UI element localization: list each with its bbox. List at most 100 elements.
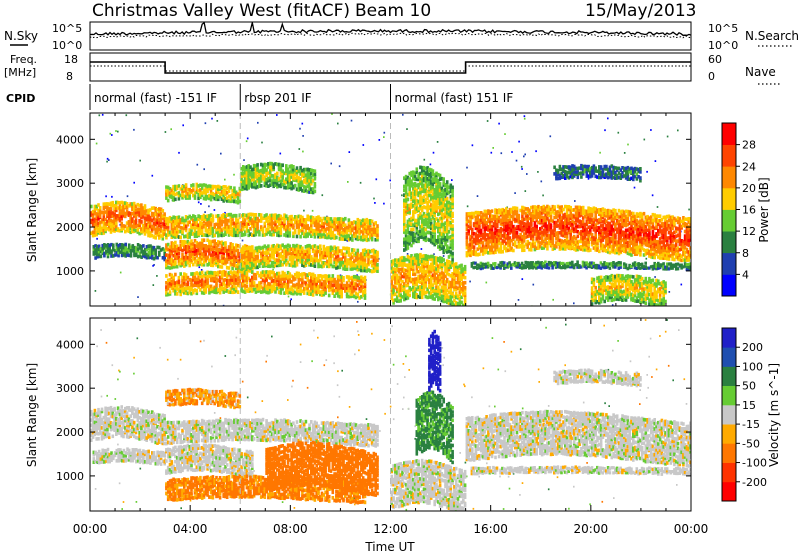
range-cell [344,252,347,257]
range-cell [281,249,284,254]
range-cell [256,166,259,171]
range-cell [124,245,127,250]
range-cell [270,174,274,178]
range-cell [263,216,267,220]
range-cell [297,228,301,233]
range-cell [431,286,435,290]
scatter-speck [490,151,493,154]
range-cell [120,217,123,221]
range-cell [485,211,488,216]
range-cell [125,204,129,208]
range-cell [234,224,238,228]
scatter-speck [204,211,206,213]
range-cell [431,254,435,259]
range-cell [236,195,240,200]
range-cell [365,217,369,222]
range-cell [233,273,236,278]
range-cell [197,277,200,281]
range-cell [154,251,158,255]
range-cell [315,276,318,281]
range-cell [426,209,429,214]
range-cell [261,245,265,250]
range-cell [200,193,204,197]
range-cell [352,294,356,299]
range-cell [200,222,204,226]
range-cell [390,279,394,283]
range-cell [292,184,295,189]
range-cell [288,251,292,256]
scatter-speck [498,122,500,125]
range-cell [437,189,440,194]
range-cell [175,234,179,238]
range-cell [240,273,243,278]
range-cell [356,257,360,261]
range-cell [295,260,299,264]
range-cell [438,238,442,242]
range-cell [236,262,240,267]
range-cell [419,274,422,278]
range-cell [356,275,360,280]
range-cell [454,270,458,274]
range-cell [422,267,426,271]
range-cell [231,188,234,193]
range-cell [213,290,216,294]
range-cell [428,291,431,295]
range-cell [406,210,410,215]
range-cell [252,222,256,226]
range-cell [211,286,215,291]
range-cell [215,188,218,192]
range-cell [259,290,263,294]
range-cell [252,233,256,237]
range-cell [331,219,335,224]
range-cell [209,259,213,264]
range-cell [329,287,333,292]
range-cell [251,278,254,283]
range-cell [440,280,444,284]
range-cell [258,281,261,285]
range-cell [143,228,147,232]
range-cell [186,235,190,240]
range-cell [172,281,175,286]
range-cell [445,221,449,226]
range-cell [333,227,336,232]
range-cell [174,218,177,223]
range-cell [170,195,174,200]
range-cell [408,273,411,277]
range-cell [106,249,110,253]
range-cell [329,282,333,286]
range-cell [211,226,215,231]
range-cell [175,185,179,189]
range-cell [320,264,324,269]
range-cell [447,230,451,234]
range-cell [412,204,415,208]
range-cell [462,281,465,285]
range-cell [184,250,188,254]
range-cell [247,248,250,253]
range-cell [268,232,272,237]
range-cell [188,249,191,253]
range-cell [440,285,444,290]
range-cell [420,171,424,175]
scatter-speck [302,150,304,153]
range-cell [301,263,304,267]
range-cell [306,232,309,236]
range-cell [415,266,419,271]
range-cell [437,295,440,300]
range-cell [349,252,352,257]
range-cell [202,188,206,193]
range-cell [240,224,243,228]
range-cell [445,224,449,229]
range-cell [426,295,429,300]
range-cell [319,292,322,297]
range-cell [265,286,268,291]
range-cell [293,272,297,277]
range-cell [276,243,279,248]
range-cell [247,257,250,261]
range-cell [433,234,436,239]
range-cell [310,218,313,222]
range-cell [336,249,340,254]
scatter-speck [152,264,154,267]
range-cell [462,293,465,297]
range-cell [168,245,172,249]
range-cell [403,211,406,216]
